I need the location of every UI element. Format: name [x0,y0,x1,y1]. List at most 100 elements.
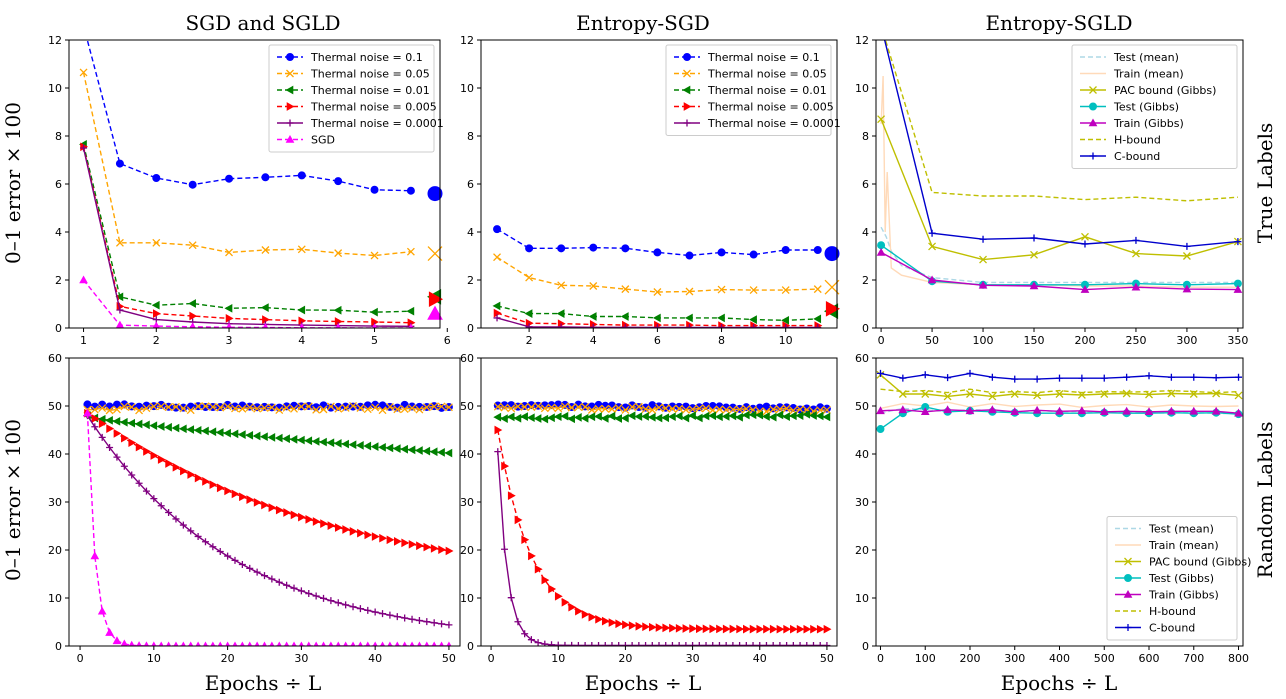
data-point [415,405,424,414]
data-point [363,401,372,410]
legend-entry: SGD [311,134,335,147]
x-tick-label: 50 [442,652,456,665]
legend-entry: Thermal noise = 0.0001 [310,117,444,130]
x-tick-label: 10 [147,652,161,665]
y-axis-label-top: 0–1 error × 100 [1,102,25,264]
data-point [813,285,822,294]
data-point [120,402,129,411]
data-point [231,404,239,413]
data-point [729,624,738,634]
legend-marker [683,69,691,78]
data-point [267,403,276,412]
column-title-sgd: SGD and SGLD [185,11,340,35]
final-marker [428,291,444,308]
data-point [921,390,930,398]
legend-box [1106,516,1238,641]
plot-area [493,400,832,646]
data-point [782,404,791,413]
data-point [500,403,509,412]
data-point [714,412,723,422]
data-point [445,546,454,556]
data-point [547,403,556,412]
data-point [524,309,533,318]
data-point [445,621,453,629]
data-point [98,419,107,428]
y-tick-label: 0 [55,322,62,335]
x-tick-label: 8 [718,334,725,347]
data-point [408,404,417,413]
data-point [113,453,121,461]
x-tick-label: 4 [298,334,305,347]
data-point [164,422,172,432]
legend-entry: Test (mean) [1148,523,1214,536]
y-tick-label: 50 [460,400,474,413]
data-point [1100,374,1108,382]
x-tick-label: 0 [878,334,885,347]
data-point [238,560,246,568]
data-point [1182,284,1192,293]
data-point [401,614,409,622]
data-point [1183,242,1191,250]
data-point [224,552,232,560]
data-point [921,371,929,379]
data-point [437,402,446,411]
data-point [121,433,129,443]
y-tick-label: 0 [55,640,62,653]
data-point [349,603,357,611]
legend-marker [286,119,294,127]
data-point [898,405,908,414]
data-point [627,411,636,421]
axes-frame [68,39,441,329]
legend-marker [683,53,691,61]
x-axis-label-esgld: Epochs ÷ L [1001,671,1118,695]
data-point [966,390,974,398]
data-point [165,508,173,516]
data-point [634,402,643,411]
data-point [548,641,556,646]
data-point [80,22,87,29]
data-point [157,400,166,409]
data-point [525,323,533,328]
data-point [1056,374,1063,382]
data-point [988,405,997,414]
series-line [86,40,411,192]
data-point [188,241,197,250]
data-point [527,403,536,412]
x-tick-label: 3 [226,334,233,347]
data-point [319,405,328,414]
data-point [717,248,726,257]
data-point [701,411,710,421]
y-tick-label: 10 [460,592,474,605]
data-point [356,402,365,411]
data-point [554,400,563,409]
data-point [143,447,151,456]
data-point [1032,405,1042,414]
x-tick-label: 5 [371,334,378,347]
data-point [494,425,503,435]
legend-box [665,44,832,136]
series-line [880,226,1238,284]
data-point [648,406,657,414]
data-point [386,611,394,619]
data-point [334,523,343,532]
data-point [259,432,268,442]
data-point [493,314,501,322]
data-point [561,597,570,607]
data-point [1123,373,1131,381]
data-point [194,532,202,540]
y-tick-label: 20 [48,544,62,557]
data-point [822,412,831,422]
data-point [364,606,372,614]
data-point [652,313,661,323]
data-point [709,624,718,634]
data-point [540,414,549,424]
data-point [702,404,710,413]
data-point [776,624,785,634]
data-point [499,414,508,423]
data-point [1077,406,1087,415]
legend: Test (mean) Train (mean) PAC bound (Gibbs)… [1106,516,1251,641]
data-point [188,299,196,308]
data-point [662,623,671,633]
data-point [513,402,522,411]
